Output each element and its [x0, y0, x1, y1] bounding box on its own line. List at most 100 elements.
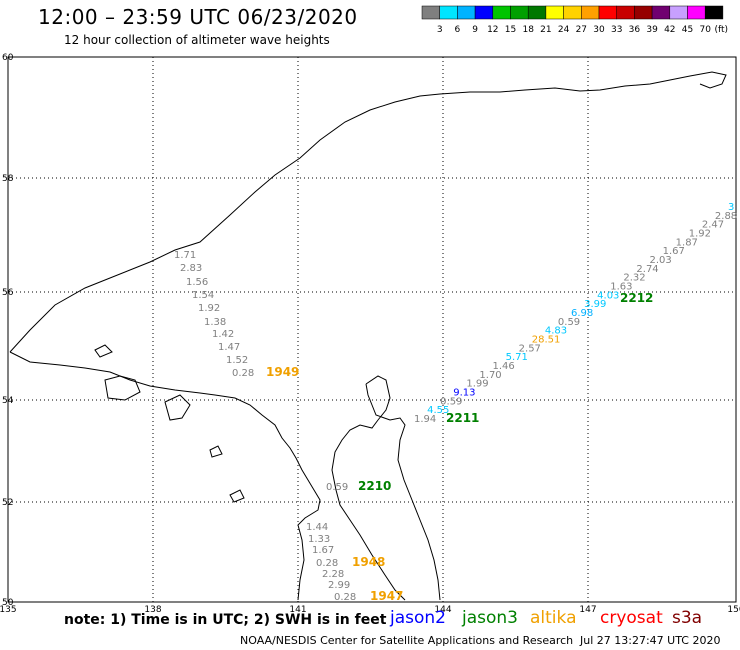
legend-label: 24: [558, 25, 570, 35]
reading-2211-2212: 1.92: [689, 229, 711, 240]
reading-2211-2212: 2.88: [715, 211, 737, 222]
reading-2211-2212: 1.94: [414, 414, 436, 425]
reading-2211-2212: 2.57: [519, 343, 541, 354]
wave-height-readings: 1.71 2.83 1.56 1.54 1.92 1.381.42 1.47 1.52 0.28…: [174, 202, 737, 603]
reading-1949: 1.71: [174, 250, 196, 261]
satellite-jason2-label: jason2: [390, 608, 446, 628]
reading-1949: 1.54: [192, 290, 214, 301]
latitude-tick-label: 50: [2, 598, 14, 608]
generation-timestamp: Jul 27 13:27:47 UTC 2020: [580, 634, 721, 647]
legend-label: 42: [664, 25, 675, 35]
longitude-tick-label: 135: [0, 605, 17, 615]
map-subtitle: 12 hour collection of altimeter wave hei…: [64, 33, 330, 47]
credit-line: NOAA/NESDIS Center for Satellite Applica…: [240, 634, 574, 647]
map-title: 12:00 – 23:59 UTC 06/23/2020: [38, 5, 358, 29]
island-small: [104, 375, 141, 401]
reading-1948: 2.28: [322, 569, 344, 580]
reading-1948: 0.28: [316, 558, 338, 569]
footer-note: note: 1) Time is in UTC; 2) SWH is in fe…: [64, 612, 387, 628]
latitude-tick-label: 52: [2, 498, 13, 508]
legend-label: 27: [576, 25, 587, 35]
reading-1949: 0.28: [232, 368, 254, 379]
reading-1949: 1.56: [186, 277, 208, 288]
reading-1949: 1.52: [226, 355, 248, 366]
island-bay: [164, 394, 191, 421]
reading-1948: 2.99: [328, 580, 350, 591]
legend-label: 39: [646, 25, 658, 35]
reading-2210: 0.59: [326, 482, 348, 493]
legend-label: 36: [629, 25, 641, 35]
map-frame: [7, 56, 737, 603]
coastline: [9, 71, 727, 601]
reading-1948: 1.67: [312, 545, 334, 556]
legend-label: 21: [540, 25, 551, 35]
longitude-tick-label: 144: [434, 605, 451, 615]
legend-label: 9: [472, 25, 478, 35]
longitude-tick-label: 150: [727, 605, 740, 615]
reading-2211-2212: 1.67: [663, 246, 685, 257]
reading-2211-2212: 2.03: [650, 255, 672, 266]
pass-time-label: 2212: [620, 291, 653, 305]
reading-2211-2212: 1.46: [493, 361, 515, 372]
reading-1948: 0.28: [334, 592, 356, 603]
legend-label: 70: [699, 25, 711, 35]
legend-label: 3: [437, 25, 443, 35]
coastline-north-shore: [9, 71, 727, 353]
reading-1949: 1.92: [198, 303, 220, 314]
lat-lon-grid: 135 138 141 144 147 150 60 58 56 54 52 50: [0, 53, 740, 615]
coastline-peninsula-east: [365, 383, 441, 601]
legend-label: 6: [455, 25, 461, 35]
coastline-shelikhov-gulf: [9, 351, 321, 601]
reading-2211-2212: 2.47: [702, 220, 724, 231]
islet-a: [94, 344, 113, 358]
reading-2211-2212: 2.74: [636, 264, 658, 275]
longitude-tick-label: 138: [144, 605, 161, 615]
pass-time-label: 1947: [370, 589, 403, 603]
reading-2211-2212: 9.13: [453, 388, 475, 399]
latitude-tick-label: 56: [2, 288, 14, 298]
pass-time-label: 1949: [266, 365, 299, 379]
reading-2211-2212: 4.83: [545, 326, 567, 337]
reading-2211-2212: 4.03: [597, 290, 619, 301]
latitude-tick-label: 54: [2, 396, 14, 406]
latitude-tick-label: 58: [2, 174, 14, 184]
pass-time-label: 2210: [358, 479, 391, 493]
pass-time-label: 1948: [352, 555, 385, 569]
satellite-s3a-label: s3a: [672, 608, 703, 628]
reading-1949: 1.47: [218, 342, 240, 353]
satellite-cryosat-label: cryosat: [600, 608, 663, 628]
reading-1949: 1.42: [212, 329, 234, 340]
legend-label: 33: [611, 25, 622, 35]
reading-1949: 2.83: [180, 263, 202, 274]
legend-unit: (ft): [714, 25, 728, 35]
longitude-tick-label: 147: [579, 605, 596, 615]
reading-2211-2212: 1.70: [479, 370, 501, 381]
reading-1948: 1.33: [308, 534, 330, 545]
legend-label: 30: [593, 25, 605, 35]
legend-label: 15: [505, 25, 516, 35]
reading-2211-2212: 0.59: [440, 396, 462, 407]
reading-2211-2212: 6.98: [571, 308, 593, 319]
reading-2211-2212: 4.55: [427, 405, 449, 416]
reading-2211-2212: 1.99: [466, 379, 488, 390]
latitude-tick-label: 60: [2, 53, 14, 63]
reading-2211-2212: 2.32: [623, 273, 645, 284]
coastline-okhotsk-east: [331, 375, 406, 601]
legend-swatch: [704, 5, 724, 20]
reading-2211-2212: 0.59: [558, 317, 580, 328]
longitude-tick-label: 141: [289, 605, 306, 615]
reading-1949: 1.38: [204, 317, 226, 328]
reading-2211-2212: 5.71: [506, 352, 528, 363]
pass-time-label: 2211: [446, 411, 479, 425]
islet-c: [209, 445, 223, 458]
satellite-jason3-label: jason3: [462, 608, 518, 628]
reading-1948: 1.44: [306, 522, 328, 533]
islet-b: [229, 489, 245, 503]
legend-label: 18: [522, 25, 534, 35]
legend-label: 45: [682, 25, 693, 35]
legend-label: 12: [487, 25, 498, 35]
satellite-altika-label: altika: [530, 608, 577, 628]
reading-2211-2212: 3.99: [584, 299, 606, 310]
reading-2211-2212: 28.51: [532, 335, 561, 346]
reading-2211-2212: 3: [728, 202, 734, 213]
